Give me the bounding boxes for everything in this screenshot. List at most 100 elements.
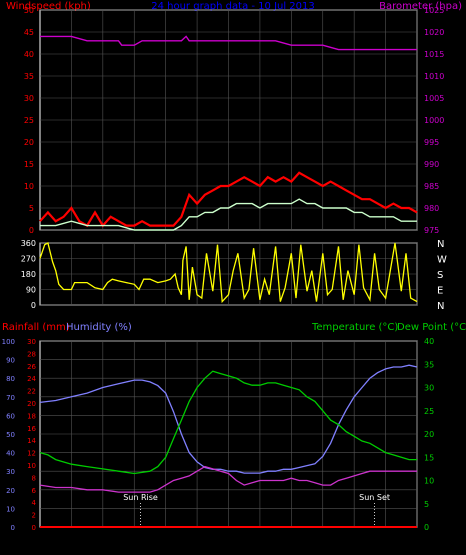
temperature-tick-label: 15 — [424, 453, 434, 462]
sun-annotation: Sun Set — [359, 493, 390, 502]
rain-tick-label: 0 — [32, 524, 36, 532]
windspeed-tick-label: 50 — [24, 6, 34, 15]
temperature-tick-label: 5 — [424, 500, 429, 509]
rain-tick-label: 28 — [27, 350, 36, 358]
rain-tick-label: 14 — [27, 437, 36, 445]
temperature-tick-label: 10 — [424, 477, 434, 486]
wind-baro-panel: Windspeed (kph) 24 hour graph data - 10 J… — [6, 1, 462, 241]
barometer-axis-label: Barometer (hpa) — [379, 1, 462, 12]
series-line-direction — [39, 242, 418, 304]
barometer-tick-label: 995 — [424, 138, 439, 147]
humidity-tick-label: 0 — [11, 524, 15, 532]
rain-x-tick-label: 12 — [223, 538, 233, 547]
compass-label: S — [437, 270, 443, 281]
windspeed-tick-label: 15 — [24, 160, 34, 169]
humidity-tick-label: 80 — [6, 375, 15, 383]
rain-tick-label: 16 — [27, 425, 36, 433]
chart-title: 24 hour graph data - 10 Jul 2013 — [151, 1, 315, 12]
windspeed-tick-label: 20 — [24, 138, 34, 147]
humidity-tick-label: 50 — [6, 431, 15, 439]
series-line-dew-point-c- — [39, 465, 417, 493]
windspeed-tick-label: 10 — [24, 182, 34, 191]
series-line-average — [40, 198, 417, 231]
direction-tick-label: 360 — [21, 239, 36, 248]
series-line-humidity- — [39, 364, 418, 474]
sun-annotation: Sun Rise — [123, 493, 158, 502]
barometer-tick-label: 1000 — [424, 116, 444, 125]
rain-x-tick-label: 14 — [255, 538, 265, 547]
rain-tick-label: 2 — [32, 512, 36, 520]
barometer-tick-label: 980 — [424, 204, 439, 213]
rainfall-axis-label: Rainfall (mm) — [2, 322, 70, 333]
barometer-tick-label: 1015 — [424, 50, 444, 59]
rain-tick-label: 8 — [32, 474, 36, 482]
rain-x-tick-label: 02 — [66, 538, 76, 547]
wind-x-tick-label: 16 — [286, 232, 296, 241]
barometer-tick-label: 990 — [424, 160, 439, 169]
wind-x-tick-label: 12 — [223, 232, 233, 241]
rain-humidity-temp-panel: Rainfall (mm)Humidity (%) Temperature (°C… — [2, 322, 466, 547]
humidity-tick-label: 20 — [6, 487, 15, 495]
compass-label: N — [437, 239, 444, 250]
rain-tick-label: 24 — [27, 375, 36, 383]
barometer-tick-label: 1010 — [424, 72, 444, 81]
barometer-tick-label: 985 — [424, 182, 439, 191]
series-line-barometer-hpa- — [40, 35, 417, 51]
compass-label: E — [437, 286, 443, 297]
rain-x-tick-label: 04 — [98, 538, 108, 547]
rain-x-tick-label: 22 — [380, 538, 390, 547]
compass-label: W — [437, 255, 447, 266]
humidity-tick-label: 90 — [6, 357, 15, 365]
temperature-tick-label: 30 — [424, 384, 434, 393]
rain-x-tick-label: 10 — [192, 538, 202, 547]
series-line-temperature-c- — [39, 370, 417, 475]
barometer-tick-label: 1025 — [424, 6, 444, 15]
temperature-tick-label: 25 — [424, 407, 434, 416]
wind-x-tick-label: 20 — [349, 232, 359, 241]
windspeed-tick-label: 40 — [24, 50, 34, 59]
rain-x-tick-label: 20 — [349, 538, 359, 547]
windspeed-tick-label: 25 — [24, 116, 34, 125]
barometer-tick-label: 975 — [424, 226, 439, 235]
windspeed-tick-label: 5 — [29, 204, 34, 213]
wind-x-tick-label: 00 — [412, 232, 422, 241]
rain-tick-label: 22 — [27, 388, 36, 396]
rain-tick-label: 18 — [27, 412, 36, 420]
compass-label: N — [437, 301, 444, 312]
rain-tick-label: 30 — [27, 338, 36, 346]
humidity-tick-label: 40 — [6, 450, 15, 458]
rain-x-tick-label: 08 — [161, 538, 171, 547]
humidity-axis-label: Humidity (%) — [66, 322, 132, 333]
temperature-tick-label: 20 — [424, 430, 434, 439]
wind-x-tick-label: 08 — [161, 232, 171, 241]
rain-tick-label: 12 — [27, 450, 36, 458]
direction-tick-label: 90 — [26, 286, 36, 295]
direction-tick-label: 270 — [21, 255, 36, 264]
windspeed-tick-label: 35 — [24, 72, 34, 81]
rain-tick-label: 20 — [27, 400, 36, 408]
temperature-axis-label: Temperature (°C) — [311, 322, 398, 333]
temperature-tick-label: 40 — [424, 337, 434, 346]
rain-tick-label: 26 — [27, 363, 36, 371]
windspeed-tick-label: 0 — [29, 226, 34, 235]
humidity-tick-label: 30 — [6, 468, 15, 476]
wind-x-tick-label: 22 — [380, 232, 390, 241]
rain-x-tick-label: 06 — [129, 538, 139, 547]
wind-x-tick-label: 04 — [98, 232, 108, 241]
direction-tick-label: 180 — [21, 270, 36, 279]
rain-tick-label: 10 — [27, 462, 36, 470]
windspeed-axis-label: Windspeed (kph) — [6, 1, 91, 12]
humidity-tick-label: 100 — [2, 338, 15, 346]
dewpoint-axis-label: Dew Point (°C) — [397, 322, 466, 333]
temperature-tick-label: 35 — [424, 360, 434, 369]
direction-tick-label: 0 — [31, 301, 36, 310]
rain-tick-label: 4 — [32, 499, 37, 507]
windspeed-tick-label: 30 — [24, 94, 34, 103]
windspeed-tick-label: 45 — [24, 28, 34, 37]
wind-x-tick-label: 06 — [129, 232, 139, 241]
humidity-tick-label: 60 — [6, 412, 15, 420]
barometer-tick-label: 1005 — [424, 94, 444, 103]
